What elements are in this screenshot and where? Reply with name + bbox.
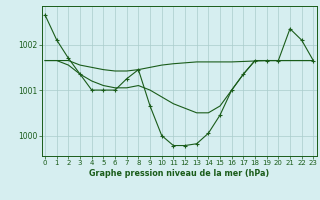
X-axis label: Graphe pression niveau de la mer (hPa): Graphe pression niveau de la mer (hPa) [89, 169, 269, 178]
